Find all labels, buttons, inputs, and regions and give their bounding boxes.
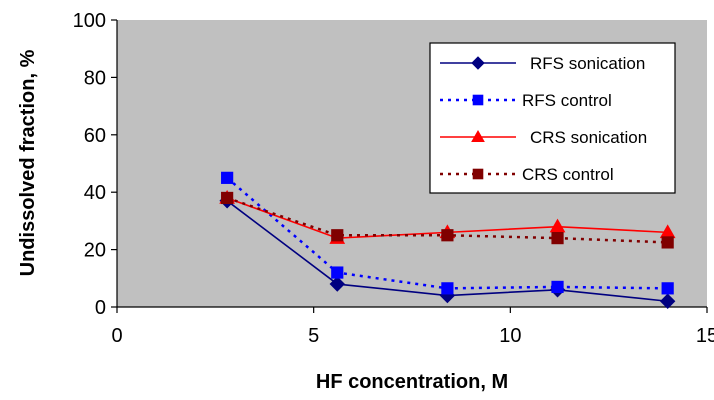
data-point (221, 191, 234, 205)
data-point (549, 218, 566, 233)
y-tick-label: 20 (84, 240, 106, 262)
x-tick-label: 15 (696, 325, 714, 347)
data-point (551, 232, 564, 245)
legend-marker (472, 168, 484, 180)
axes: 0 20 40 60 80 100 0 5 10 15 (73, 10, 714, 347)
y-tick-label: 100 (73, 10, 106, 32)
data-point (441, 229, 454, 242)
data-point (661, 236, 674, 249)
data-point (659, 293, 676, 309)
legend-label: RFS sonication (530, 54, 645, 73)
legend: RFS sonication RFS control CRS sonication C… (429, 42, 676, 194)
y-tick-label: 0 (95, 297, 106, 319)
data-point (221, 171, 234, 184)
legend-box (429, 42, 676, 194)
legend-marker (472, 94, 484, 106)
series-1 (221, 171, 674, 295)
data-point (441, 282, 454, 295)
series-3 (221, 191, 674, 249)
legend-label: CRS control (522, 165, 614, 184)
x-tick-label: 10 (499, 325, 521, 347)
y-tick-label: 40 (84, 182, 106, 204)
data-point (331, 229, 344, 242)
y-tick-label: 60 (84, 125, 106, 147)
x-tick-label: 0 (111, 325, 122, 347)
data-point (331, 266, 344, 279)
y-tick-label: 80 (84, 67, 106, 89)
data-point (551, 280, 564, 294)
legend-label: RFS control (522, 91, 612, 110)
data-point (329, 276, 345, 292)
legend-marker (471, 56, 485, 70)
series-layer (219, 171, 676, 309)
x-tick-label: 5 (308, 325, 319, 347)
data-point (661, 282, 674, 295)
legend-marker (471, 129, 485, 142)
x-axis-title: HF concentration, M (316, 371, 508, 393)
legend-label: CRS sonication (530, 128, 647, 147)
y-axis-title: Undissolved fraction, % (17, 49, 39, 276)
